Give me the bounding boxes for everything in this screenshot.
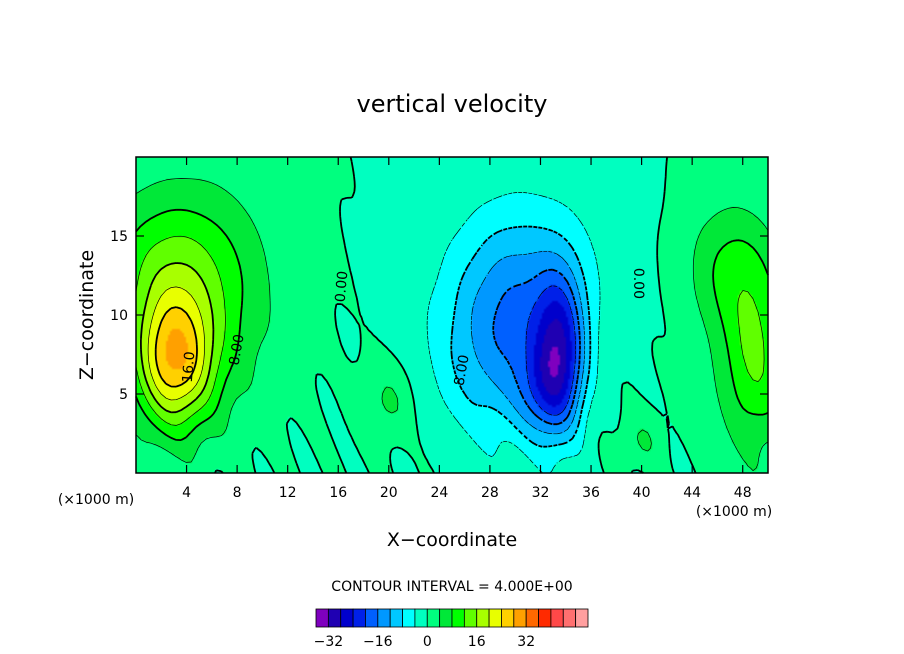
contour-label: 8.00 xyxy=(452,354,473,387)
contour-level xyxy=(147,286,205,401)
colorbar-swatch xyxy=(501,608,515,628)
x-tick-label: 28 xyxy=(481,485,499,501)
chart-title: vertical velocity xyxy=(357,90,548,118)
x-axis-ticks: 4 8 12 16 20 24 28 32 36 40 44 48 xyxy=(182,157,752,501)
contour-level xyxy=(525,285,576,416)
contour-label: 8.00 xyxy=(227,333,248,366)
colorbar-swatch xyxy=(377,608,391,628)
colorbar-tick-label: −16 xyxy=(363,634,393,650)
x-tick-label: 12 xyxy=(279,485,297,501)
velocity-field xyxy=(136,157,768,473)
contour-level xyxy=(492,268,581,426)
colorbar-swatch xyxy=(352,608,366,628)
colorbar-swatch xyxy=(340,608,354,628)
colorbar-swatch xyxy=(513,608,527,628)
x-tick-label: 4 xyxy=(182,485,191,501)
colorbar-swatch xyxy=(575,608,589,628)
colorbar-swatch xyxy=(402,608,416,628)
colorbar-tick-label: 0 xyxy=(423,634,432,650)
contour-level xyxy=(140,262,215,414)
plot-area: 16.08.000.008.000.00 4 8 12 16 20 24 28 32 36 40 4… xyxy=(110,156,769,501)
contour-labels: 16.0 8.00 0.00 8.00 0.00 xyxy=(180,268,646,387)
contour-level xyxy=(135,178,769,471)
contour-level xyxy=(450,225,592,448)
colorbar-swatch xyxy=(389,608,403,628)
y-tick-label: 5 xyxy=(119,387,128,403)
x-tick-label: 16 xyxy=(329,485,347,501)
colorbar-swatch xyxy=(488,608,502,628)
x-tick-label: 36 xyxy=(582,485,600,501)
contour-level xyxy=(470,250,586,435)
colorbar xyxy=(315,608,589,628)
colorbar-swatch xyxy=(562,608,577,628)
y-tick-label: 15 xyxy=(110,229,128,245)
contour-label: 0.00 xyxy=(630,268,646,299)
colorbar-tick-label: 16 xyxy=(468,634,486,650)
y-tick-label: 10 xyxy=(110,308,128,324)
contour-level xyxy=(135,208,769,441)
x-tick-label: 8 xyxy=(233,485,242,501)
colorbar-ticks: −32 −16 0 16 32 xyxy=(314,634,535,650)
x-tick-label: 24 xyxy=(430,485,448,501)
y-axis-ticks: 5 10 15 xyxy=(110,229,768,403)
y-axis-label: Z−coordinate xyxy=(76,250,98,380)
contour-level xyxy=(154,306,198,388)
contour-label: 16.0 xyxy=(180,351,199,383)
colorbar-swatch xyxy=(414,608,428,628)
contour-interval: CONTOUR INTERVAL = 4.000E+00 xyxy=(331,579,572,595)
colorbar-swatch xyxy=(439,608,453,628)
x-tick-label: 48 xyxy=(734,485,752,501)
colorbar-tick-label: −32 xyxy=(314,634,344,650)
colorbar-swatch xyxy=(327,608,342,628)
contour-label: 0.00 xyxy=(333,270,352,302)
x-tick-label: 44 xyxy=(683,485,701,501)
colorbar-swatch xyxy=(451,608,465,628)
x-axis-label: X−coordinate xyxy=(387,529,517,551)
x-tick-label: 32 xyxy=(532,485,550,501)
colorbar-swatch xyxy=(525,608,539,628)
colorbar-swatch xyxy=(315,608,329,628)
colorbar-tick-label: 32 xyxy=(517,634,535,650)
colorbar-swatch xyxy=(476,608,490,628)
colorbar-swatch xyxy=(426,608,441,628)
x-unit-right: (×1000 m) xyxy=(696,504,772,520)
x-tick-label: 20 xyxy=(380,485,398,501)
contour-level xyxy=(214,156,697,474)
colorbar-swatch xyxy=(538,608,552,628)
x-tick-label: 40 xyxy=(633,485,651,501)
colorbar-swatch xyxy=(365,608,379,628)
x-unit-left: (×1000 m) xyxy=(58,492,134,508)
contour-lines xyxy=(135,156,769,474)
colorbar-swatch xyxy=(550,608,564,628)
colorbar-swatch xyxy=(463,608,478,628)
